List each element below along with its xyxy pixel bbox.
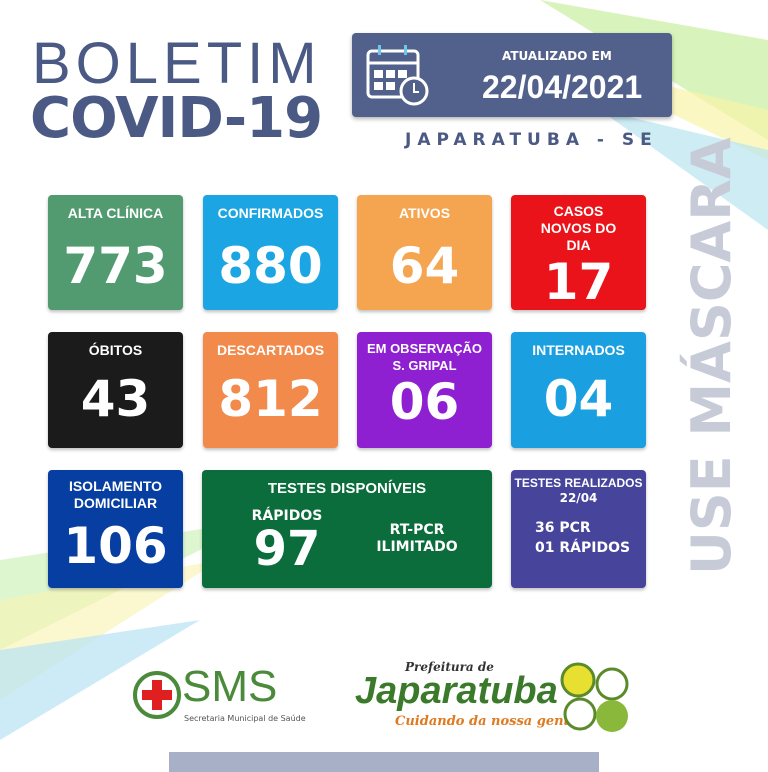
card-label: EM OBSERVAÇÃO S. GRIPAL bbox=[366, 341, 483, 373]
card-value: 06 bbox=[389, 373, 460, 431]
card-value: 812 bbox=[218, 370, 323, 428]
footer-bar bbox=[169, 752, 599, 772]
card-testes-realizados: TESTES REALIZADOS 22/04 36 PCR 01 RÁPIDO… bbox=[511, 470, 646, 588]
update-box: ATUALIZADO EM 22/04/2021 bbox=[352, 33, 672, 117]
card-label: CASOS NOVOS DO DIA bbox=[540, 203, 617, 253]
rtpcr-label: RT-PCR bbox=[389, 522, 445, 538]
card-label: TESTES REALIZADOS bbox=[514, 476, 643, 490]
title-covid: COVID-19 bbox=[30, 86, 323, 151]
card-ativos: ATIVOS 64 bbox=[357, 195, 492, 310]
card-descartados: DESCARTADOS 812 bbox=[203, 332, 338, 448]
sms-logo: SMS Secretaria Municipal de Saúde bbox=[132, 662, 306, 732]
clover-emblem-icon bbox=[560, 662, 629, 732]
use-mask-text: USE MÁSCARA bbox=[680, 137, 743, 575]
card-value: 64 bbox=[389, 237, 460, 295]
pref-top: Prefeitura de bbox=[405, 660, 494, 674]
card-internados: INTERNADOS 04 bbox=[511, 332, 646, 448]
card-value: 04 bbox=[543, 370, 614, 428]
card-label: TESTES DISPONÍVEIS bbox=[267, 480, 427, 497]
updated-label: ATUALIZADO EM bbox=[502, 49, 612, 63]
tests-date: 22/04 bbox=[559, 491, 598, 505]
card-value: 106 bbox=[63, 517, 168, 575]
card-label: ALTA CLÍNICA bbox=[67, 205, 164, 221]
card-observacao: EM OBSERVAÇÃO S. GRIPAL 06 bbox=[357, 332, 492, 448]
card-label: INTERNADOS bbox=[532, 342, 625, 358]
card-confirmados: CONFIRMADOS 880 bbox=[203, 195, 338, 310]
card-isolamento: ISOLAMENTO DOMICILIAR 106 bbox=[48, 470, 183, 588]
tests-rapid: 01 RÁPIDOS bbox=[535, 540, 631, 556]
pref-name: Japaratuba bbox=[355, 670, 558, 712]
card-label: ATIVOS bbox=[398, 205, 451, 221]
calendar-clock-icon bbox=[366, 45, 429, 106]
card-casos-novos: CASOS NOVOS DO DIA 17 bbox=[511, 195, 646, 310]
card-label: ISOLAMENTO DOMICILIAR bbox=[68, 478, 163, 511]
card-alta-clinica: ALTA CLÍNICA 773 bbox=[48, 195, 183, 310]
card-obitos: ÓBITOS 43 bbox=[48, 332, 183, 448]
rapid-label: RÁPIDOS bbox=[251, 508, 323, 524]
card-label: CONFIRMADOS bbox=[217, 205, 324, 221]
rapid-value: 97 bbox=[253, 521, 321, 577]
card-value: 43 bbox=[80, 370, 151, 428]
sms-subtitle: Secretaria Municipal de Saúde bbox=[184, 714, 306, 723]
pref-slogan: Cuidando da nossa gente bbox=[395, 714, 578, 729]
updated-date: 22/04/2021 bbox=[482, 69, 643, 105]
card-testes-disponiveis: TESTES DISPONÍVEIS RÁPIDOS 97 RT-PCR ILI… bbox=[202, 470, 492, 588]
sms-emblem bbox=[133, 671, 181, 719]
tests-pcr: 36 PCR bbox=[535, 520, 591, 536]
card-value: 880 bbox=[218, 237, 323, 295]
title-boletim: BOLETIM bbox=[32, 31, 322, 96]
rtpcr-value: ILIMITADO bbox=[376, 539, 458, 555]
location: JAPARATUBA - SE bbox=[405, 130, 658, 150]
sms-text: SMS bbox=[182, 662, 278, 711]
card-label: ÓBITOS bbox=[88, 342, 143, 358]
card-label: DESCARTADOS bbox=[216, 342, 325, 358]
card-value: 17 bbox=[543, 253, 614, 311]
card-value: 773 bbox=[63, 237, 168, 295]
